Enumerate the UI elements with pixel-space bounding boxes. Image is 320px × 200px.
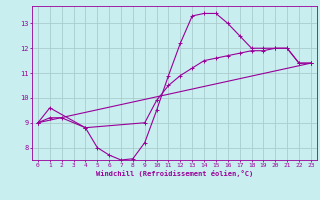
- X-axis label: Windchill (Refroidissement éolien,°C): Windchill (Refroidissement éolien,°C): [96, 170, 253, 177]
